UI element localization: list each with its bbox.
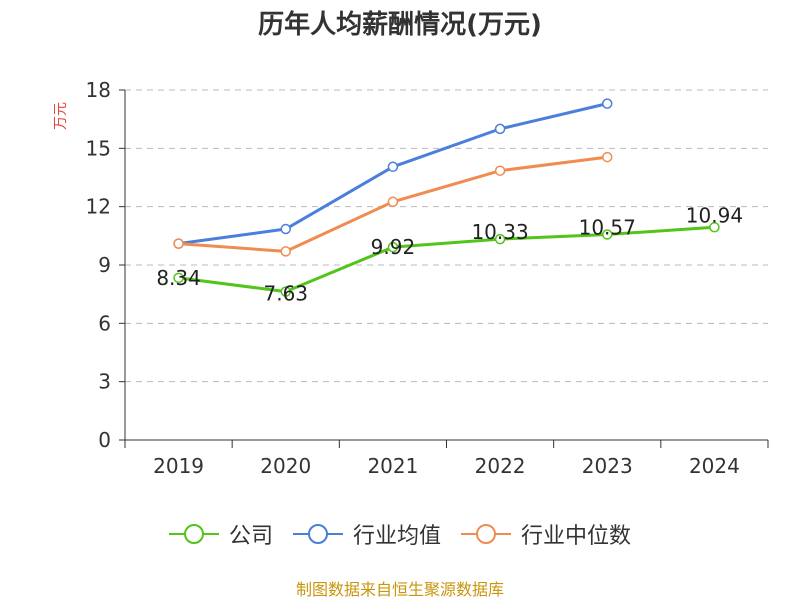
legend-item-industry-median[interactable]: 行业中位数 [461, 518, 631, 550]
data-label-2019: 8.34 [156, 266, 201, 290]
series-2-point-2022 [494, 165, 506, 176]
series-0-point-2023 [602, 229, 613, 240]
y-tick-label-18: 18 [86, 78, 111, 102]
data-source-note: 制图数据来自恒生聚源数据库 [295, 580, 504, 599]
series-1-point-2021 [387, 161, 399, 173]
legend: 公司 行业均值 行业中位数 [0, 518, 800, 550]
y-tick-label-15: 15 [86, 136, 111, 160]
y-tick-label-6: 6 [98, 311, 111, 335]
series-0-point-2024 [709, 222, 720, 233]
x-tick-label-2021: 2021 [367, 454, 418, 478]
data-label-2022: 10.33 [471, 220, 528, 244]
series-1-point-2022 [494, 123, 506, 135]
data-label-2021: 9.92 [371, 235, 416, 259]
series-line-1 [178, 102, 608, 246]
y-tick-label-3: 3 [98, 370, 111, 394]
series-0-point-2019 [173, 272, 184, 284]
x-tick-label-2022: 2022 [475, 454, 526, 478]
series-2-point-2020 [280, 246, 291, 257]
x-tick-label-2020: 2020 [260, 454, 311, 478]
legend-swatch-company [168, 524, 219, 544]
legend-item-company[interactable]: 公司 [168, 518, 273, 550]
legend-label-company: 公司 [228, 524, 273, 549]
y-tick-label-12: 12 [86, 195, 111, 219]
legend-label-industry-mean: 行业均值 [352, 524, 441, 549]
data-label-2020: 7.63 [263, 282, 308, 306]
x-tick-label-2019: 2019 [153, 454, 204, 478]
series-2-point-2021 [387, 196, 399, 208]
data-label-2024: 10.94 [686, 203, 743, 227]
series-2-point-2023 [602, 151, 613, 163]
series-2-point-2019 [173, 238, 184, 249]
legend-label-industry-median: 行业中位数 [521, 524, 632, 549]
series-0-point-2020 [280, 286, 291, 297]
y-tick-label-9: 9 [98, 253, 111, 277]
series-0-point-2022 [494, 233, 506, 245]
series-0-point-2021 [387, 241, 399, 253]
legend-swatch-industry-median [461, 524, 511, 544]
series-1-point-2023 [602, 98, 613, 109]
x-tick-label-2024: 2024 [689, 454, 740, 478]
chart-title: 历年人均薪酬情况(万元) [258, 10, 542, 40]
x-tick-label-2023: 2023 [582, 454, 633, 478]
y-tick-label-0: 0 [98, 428, 111, 452]
legend-swatch-industry-mean [292, 524, 343, 544]
series-line-0 [178, 225, 715, 294]
data-label-2023: 10.57 [579, 215, 636, 239]
series-1-point-2020 [280, 223, 291, 235]
legend-item-industry-mean[interactable]: 行业均值 [292, 518, 441, 550]
